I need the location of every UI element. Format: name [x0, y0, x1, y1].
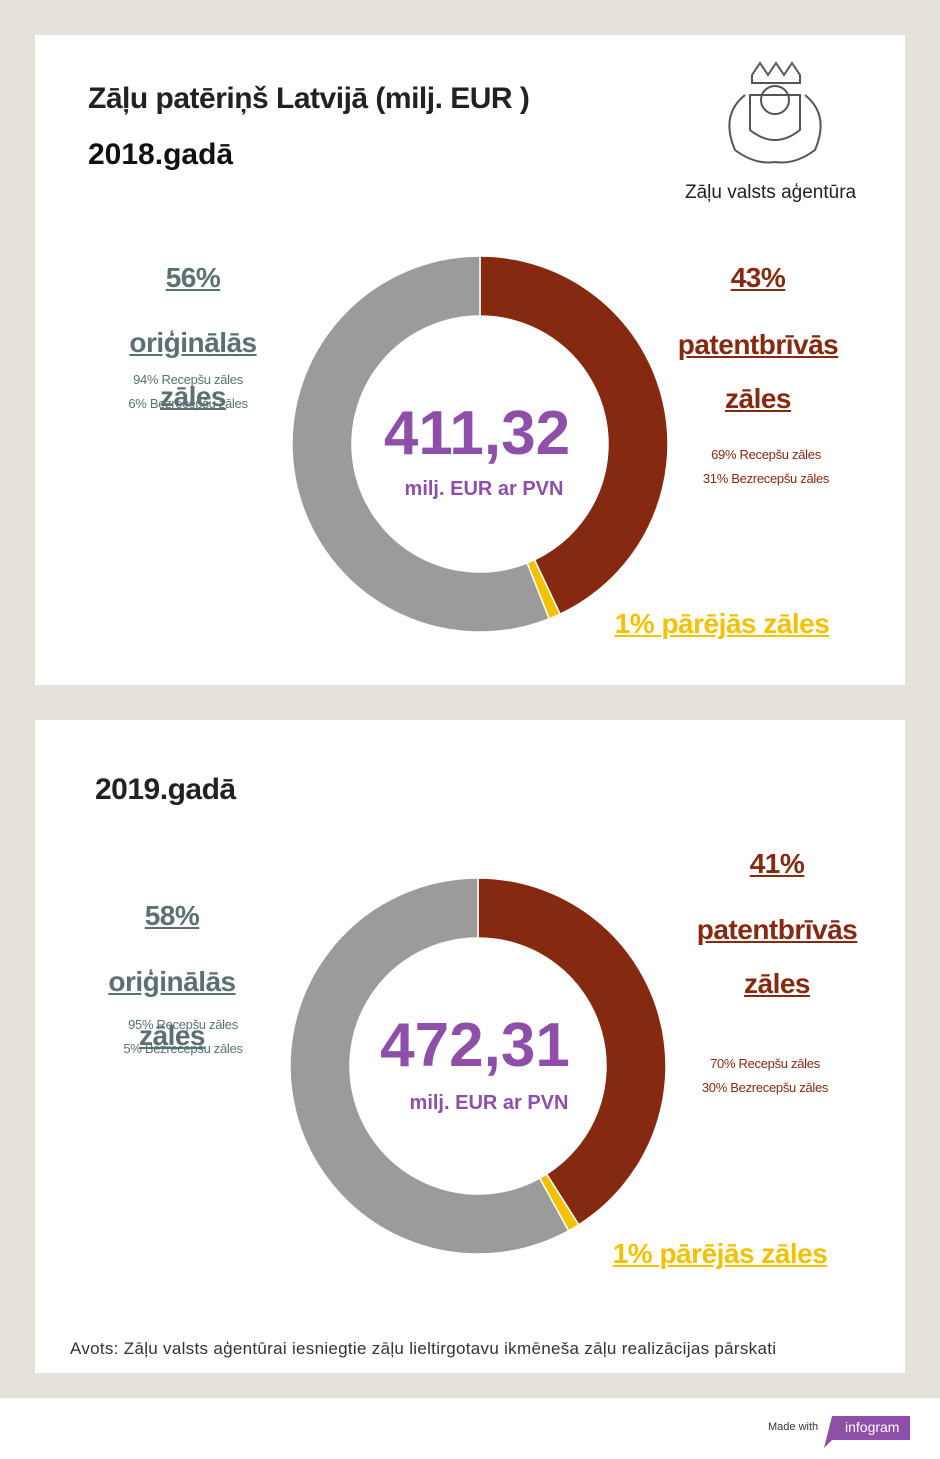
- card: [35, 720, 905, 1373]
- donut-slice: [289, 877, 570, 1255]
- chart-title: Zāļu patēriņš Latvijā (milj. EUR ): [88, 82, 530, 115]
- donut-slice: [479, 255, 669, 616]
- category-label: oriģinālās zāles: [108, 966, 236, 1051]
- donut-slice: [477, 877, 667, 1226]
- detail-text: 95% Recepšu zāles: [128, 1017, 238, 1032]
- category-label: pārējās zāles: [661, 608, 830, 639]
- slice-label: 1% pārējās zāles: [613, 1238, 828, 1270]
- brand-tag: [824, 1416, 910, 1448]
- category-label: pārējās zāles: [659, 1238, 828, 1269]
- category-label: oriģinālās zāles: [129, 327, 257, 412]
- center-text: milj. EUR ar PVN: [409, 1092, 569, 1114]
- logo-text: Zāļu valsts aģentūra: [685, 182, 857, 203]
- detail-text: 94% Recepšu zāles: [133, 372, 243, 387]
- detail-text: 69% Recepšu zāles: [711, 447, 821, 462]
- value-label: 41%: [749, 848, 805, 879]
- footer-bar: [0, 1398, 940, 1459]
- detail-text: 6% Bezrecepšu zāles: [128, 396, 248, 411]
- value-label: 58%: [144, 900, 200, 931]
- detail-text: 30% Bezrecepšu zāles: [701, 1080, 829, 1095]
- value-label: 1%: [612, 1238, 653, 1269]
- category-label: patentbrīvās zāles: [696, 914, 858, 999]
- donut-slice: [291, 255, 551, 633]
- center-value: 411,32: [383, 399, 571, 468]
- center-value: 472,31: [380, 1011, 570, 1080]
- made-with: Made with: [768, 1421, 819, 1433]
- logo: [728, 61, 822, 164]
- chart-subtitle: 2018.gadā: [88, 138, 234, 171]
- value-label: 43%: [730, 262, 786, 293]
- value-label: 1%: [614, 608, 655, 639]
- source: Avots: Zāļu valsts aģentūrai iesniegtie …: [70, 1339, 777, 1358]
- chart-title: 2019.gadā: [95, 773, 236, 806]
- brand: infogram: [845, 1419, 900, 1435]
- detail-text: 70% Recepšu zāles: [710, 1056, 820, 1071]
- value-label: 56%: [165, 262, 221, 293]
- category-label: patentbrīvās zāles: [677, 329, 839, 414]
- center-text: milj. EUR ar PVN: [404, 478, 564, 500]
- detail-text: 5% Bezrecepšu zāles: [123, 1041, 243, 1056]
- detail-text: 31% Bezrecepšu zāles: [702, 471, 830, 486]
- slice-label: 1% pārējās zāles: [615, 608, 830, 640]
